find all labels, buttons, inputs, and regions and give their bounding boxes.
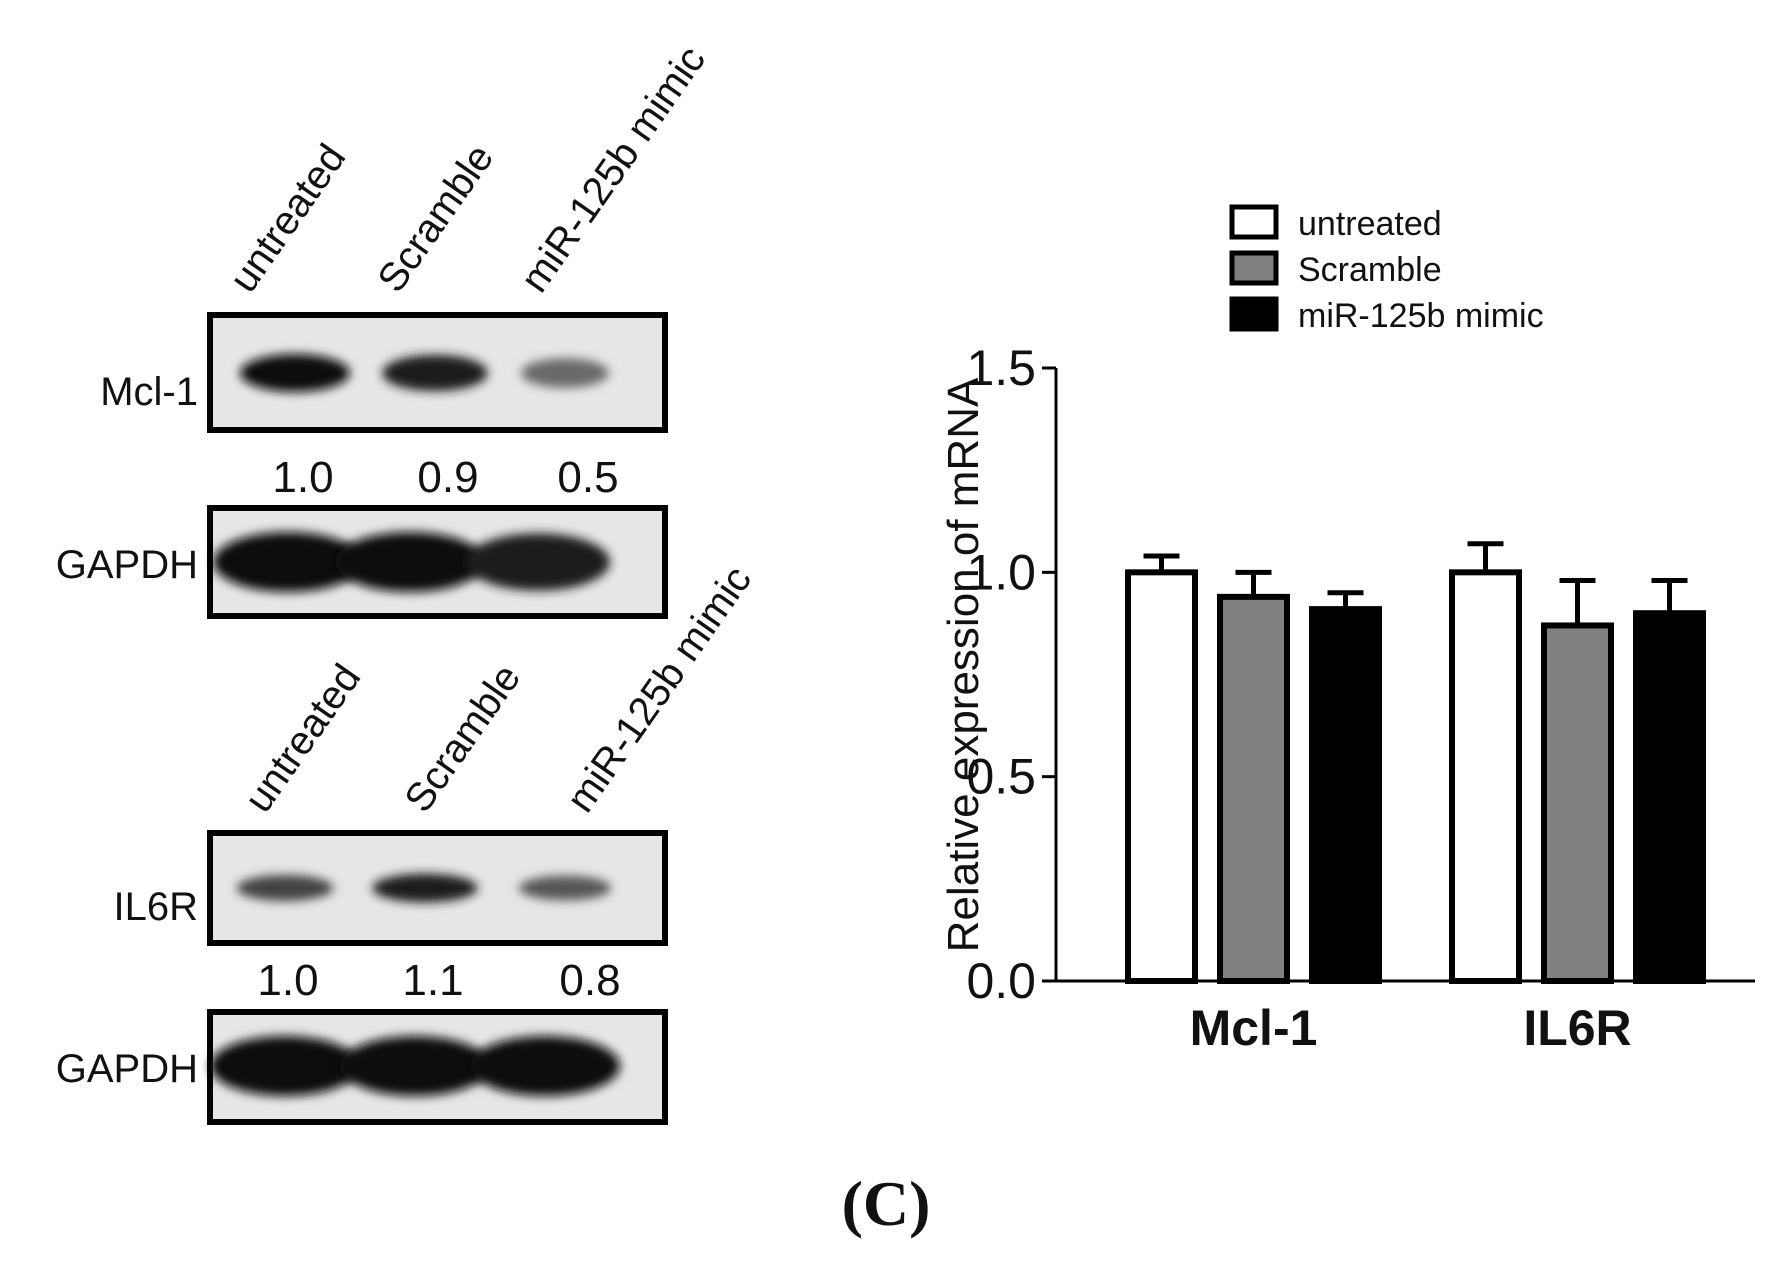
blot-1-quant-mimic: 0.5	[557, 453, 618, 502]
chart-y-tick-label: 1.5	[966, 340, 1036, 396]
blot-2-control-strip	[207, 1009, 668, 1125]
blot-2-control-band-1	[210, 1036, 360, 1096]
blot-1-lane-header-scramble: Scramble	[369, 137, 502, 301]
legend-label: untreated	[1298, 205, 1442, 243]
legend-item: untreated	[1229, 204, 1442, 243]
bar-untreated-mcl-1	[1125, 569, 1198, 984]
chart-ylabel: Relative expression of mRNA	[939, 377, 988, 952]
error-bar	[1559, 578, 1596, 626]
blot-1-control-bands	[213, 532, 610, 592]
bar-untreated-il6r	[1449, 569, 1522, 984]
legend-item: miR-125b mimic	[1229, 296, 1544, 335]
blot-2-control-band-2	[340, 1036, 490, 1096]
blot-1-quant-scramble: 0.9	[417, 453, 478, 502]
bar-scramble-il6r	[1541, 622, 1614, 985]
blot-1-target-label: Mcl-1	[100, 370, 198, 414]
blot-1-target-band-3	[521, 358, 609, 388]
legend-swatch	[1229, 296, 1279, 332]
legend-item: Scramble	[1229, 250, 1442, 289]
blot-2-target-bands	[236, 873, 612, 903]
blot-1-target-band-2	[382, 354, 488, 392]
bar-mir-125b-mimic-il6r	[1633, 610, 1706, 984]
legend-label: miR-125b mimic	[1298, 297, 1544, 335]
legend-label: Scramble	[1298, 251, 1442, 289]
blot-2-quant-values: 1.0 1.1 0.8	[257, 956, 620, 1005]
blot-1-quant-untreated: 1.0	[272, 453, 333, 502]
legend-swatch	[1229, 250, 1279, 286]
blot-1-lane-headers: untreated Scramble miR-125b mimic	[221, 38, 714, 300]
error-bar	[1235, 569, 1272, 597]
blot-2-quant-scramble: 1.1	[402, 956, 463, 1005]
blot-1: untreated Scramble miR-125b mimic Mcl-1 …	[56, 38, 714, 619]
blot-2-control-band-3	[470, 1036, 620, 1096]
blot-2-control-label: GAPDH	[56, 1047, 198, 1091]
blot-2: untreated Scramble miR-125b mimic IL6R 1…	[56, 558, 760, 1125]
error-bar	[1327, 590, 1364, 610]
blot-2-target-band-3	[518, 875, 612, 901]
chart-legend: untreated Scramble miR-125b mimic	[1229, 204, 1544, 335]
error-bar	[1143, 553, 1180, 573]
blot-1-control-band-3	[466, 533, 610, 591]
chart-y-tick-label: 1.0	[966, 544, 1036, 600]
blot-1-control-band-2	[335, 532, 485, 592]
chart-x-tick-label-il6r: IL6R	[1523, 1000, 1631, 1056]
blot-2-quant-mimic: 0.8	[559, 956, 620, 1005]
blot-1-lane-header-mimic: miR-125b mimic	[512, 38, 714, 300]
chart-y-tick-label: 0.0	[966, 953, 1036, 1009]
blot-2-quant-untreated: 1.0	[257, 956, 318, 1005]
blot-2-target-band-2	[372, 873, 478, 903]
blot-2-target-label: IL6R	[114, 885, 199, 929]
blot-1-target-bands	[240, 354, 609, 392]
blot-2-target-band-1	[236, 875, 334, 901]
error-bar	[1467, 541, 1504, 573]
bar-scramble-mcl-1	[1217, 593, 1290, 984]
blot-1-control-label: GAPDH	[56, 543, 198, 587]
blot-1-quant-values: 1.0 0.9 0.5	[272, 453, 618, 502]
blot-1-lane-header-untreated: untreated	[221, 136, 354, 300]
blot-2-lane-header-scramble: Scramble	[396, 657, 529, 821]
bar-chart: Relative expression of mRNA 0.0 0.5 1.0 1.5…	[939, 204, 1755, 1056]
blot-2-lane-header-untreated: untreated	[236, 656, 369, 820]
blot-2-target-strip	[207, 830, 668, 946]
chart-x-tick-labels: Mcl-1 IL6R	[1190, 1000, 1632, 1056]
blot-1-control-strip	[207, 505, 668, 619]
chart-bars	[1125, 541, 1706, 985]
legend-swatch	[1229, 204, 1279, 240]
bar-mir-125b-mimic-mcl-1	[1309, 606, 1382, 984]
panel-label: (C)	[842, 1168, 931, 1239]
chart-x-tick-label-mcl-1: Mcl-1	[1190, 1000, 1318, 1056]
blot-1-target-band-1	[240, 354, 350, 392]
chart-y-ticks: 0.0 0.5 1.0 1.5	[966, 340, 1056, 1009]
chart-y-tick-label: 0.5	[966, 749, 1036, 805]
blot-2-control-bands	[210, 1036, 620, 1096]
blot-1-control-band-1	[213, 532, 363, 592]
error-bar	[1651, 578, 1688, 614]
blot-1-target-strip	[207, 312, 668, 433]
